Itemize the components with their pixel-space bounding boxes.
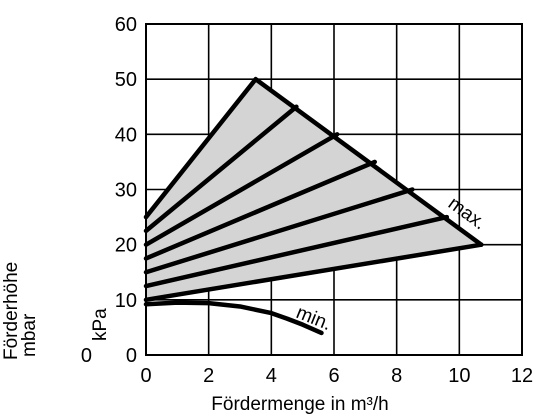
y-axis-label-kpa-unit: kPa xyxy=(90,308,111,341)
y-tick-label-mbar: 0 xyxy=(81,345,92,367)
y-tick-label-kpa: 30 xyxy=(115,180,137,202)
x-axis-label: Fördermenge in m³/h xyxy=(211,394,388,415)
x-tick-label: 6 xyxy=(328,365,339,387)
y-axis-label-mbar-title: Förderhöhe xyxy=(1,262,22,360)
plot-frame xyxy=(145,23,523,356)
speed-step-line xyxy=(143,132,340,247)
x-tick-label: 12 xyxy=(511,365,533,387)
speed-step-line xyxy=(143,242,484,303)
y-tick-label-kpa: 10 xyxy=(115,290,137,312)
speed-step-line xyxy=(143,187,415,275)
y-axis-label-mbar-unit: mbar xyxy=(19,313,40,357)
x-tick-label: 0 xyxy=(140,365,151,387)
y-tick-label-kpa: 40 xyxy=(115,124,137,146)
x-tick-label: 4 xyxy=(266,365,277,387)
x-tick-label: 10 xyxy=(448,365,470,387)
y-tick-label-kpa: 0 xyxy=(126,345,137,367)
x-tick-label: 2 xyxy=(203,365,214,387)
speed-step-line xyxy=(143,159,377,261)
speed-step-line xyxy=(143,104,299,234)
x-tick-label: 8 xyxy=(391,365,402,387)
y-tick-label-kpa: 20 xyxy=(115,235,137,257)
speed-step-line xyxy=(143,214,450,289)
pump-curves xyxy=(143,76,484,336)
min-curve-line xyxy=(143,300,324,336)
y-tick-label-kpa: 50 xyxy=(115,69,137,91)
tick-labels: 0246810120102030405060010020030040050060… xyxy=(81,14,533,387)
y-tick-label-kpa: 60 xyxy=(115,14,137,36)
